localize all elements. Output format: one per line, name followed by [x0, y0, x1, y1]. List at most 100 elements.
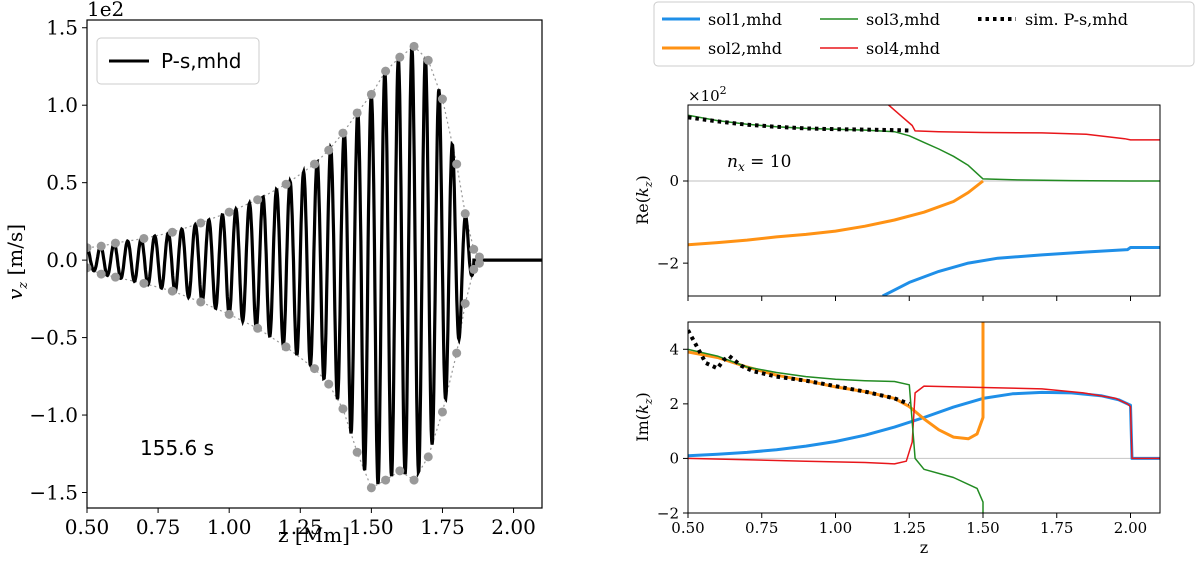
left-legend-box: [96, 37, 260, 85]
lower-envelope-point: [423, 452, 433, 462]
legend-label-sol4: sol4,mhd: [866, 39, 940, 58]
x-tick-label: 0.75: [136, 515, 181, 539]
lower-envelope-point: [474, 258, 484, 268]
upper-envelope-point: [253, 195, 263, 205]
sim-p-s-mhd-line: [688, 115, 910, 133]
x-tick-label: 0.50: [671, 519, 704, 537]
sol2-mhd-line: [688, 322, 985, 441]
y-tick-label: 1.0: [46, 93, 78, 117]
sol2-mhd-line: [688, 179, 984, 247]
upper-envelope-point: [409, 41, 419, 51]
y-tick-label: 2: [669, 395, 679, 413]
upper-envelope-point: [452, 159, 462, 169]
right-top-plot-area: [688, 105, 1160, 296]
y-tick-label: −2: [657, 504, 679, 522]
lower-envelope-point: [452, 348, 462, 358]
sol1-mhd-line: [882, 246, 1160, 296]
upper-envelope-point: [196, 218, 206, 228]
right-bottom-y-axis-label: Im(kz): [633, 392, 655, 441]
x-tick-label: 1.25: [893, 519, 926, 537]
upper-envelope-point: [167, 227, 177, 237]
x-tick-label: 2.00: [1114, 519, 1147, 537]
upper-envelope-point: [324, 145, 334, 155]
right-bottom-y-sub: z: [642, 398, 655, 405]
left-offset-label: 1e2: [87, 0, 124, 21]
lower-envelope-point: [324, 379, 334, 389]
sol1-mhd-line: [688, 390, 1160, 460]
x-tick-label: 1.00: [819, 519, 852, 537]
left-ticks: 0.50 0.75 1.00 1.25 1.50 1.75 2.00 −1.5 −1.0 −0.5…: [29, 16, 535, 539]
x-tick-label: 1.00: [207, 515, 252, 539]
x-tick-label: 0.50: [65, 515, 110, 539]
lower-envelope-point: [352, 447, 362, 457]
upper-envelope-point: [366, 89, 376, 99]
right-bottom-y-var: k: [633, 404, 652, 414]
left-legend-label: P-s,mhd: [161, 49, 241, 73]
left-plot-area: [87, 41, 542, 493]
y-tick-label: −1.0: [29, 403, 78, 427]
lower-envelope-point: [96, 269, 106, 279]
right-top-ticks: −2 0: [657, 172, 1131, 301]
right-top-nx-annotation: nx = 10: [727, 152, 791, 174]
right-top-y-axis-label: Re(kz): [633, 175, 655, 225]
legend-label-sol3: sol3,mhd: [866, 10, 940, 29]
left-legend: P-s,mhd: [96, 37, 260, 85]
lower-envelope-point: [253, 323, 263, 333]
sol3-mhd-line: [688, 348, 984, 513]
lower-envelope-point: [469, 264, 479, 274]
upper-envelope-point: [474, 252, 484, 262]
nx-rest: = 10: [745, 152, 792, 172]
lower-envelope-point: [437, 407, 447, 417]
upper-envelope-point: [352, 108, 362, 118]
sol4-mhd-line: [888, 105, 1160, 141]
left-y-var: v: [3, 288, 27, 300]
y-tick-label: 0: [669, 450, 679, 468]
right-top-y-var: k: [633, 187, 652, 197]
lower-envelope-point: [281, 342, 291, 352]
right-bottom-panel: 0.50 0.75 1.00 1.25 1.50 1.75 2.00 −2 0 2 4 z Im(k…: [633, 321, 1161, 557]
lower-envelope-point: [167, 286, 177, 296]
right-bottom-y-open: Im(: [633, 414, 652, 442]
lower-envelope-point: [381, 475, 391, 485]
nx-var: n: [727, 152, 738, 172]
legend-label-sol2: sol2,mhd: [708, 39, 782, 58]
upper-envelope-point: [338, 128, 348, 138]
y-tick-label: 1.5: [46, 16, 78, 40]
left-axes-frame: [86, 19, 543, 509]
right-top-y-close: ): [633, 175, 652, 181]
upper-envelope-point: [310, 159, 319, 169]
sim-p-s-mhd-line: [688, 329, 910, 406]
lower-envelope-point: [366, 483, 376, 493]
legend-label-sim: sim. P-s,mhd: [1025, 10, 1128, 29]
upper-envelope-point: [460, 209, 470, 219]
lower-envelope-point: [310, 364, 319, 374]
upper-envelope-point: [224, 207, 234, 217]
right-top-offset-label: ×102: [688, 84, 727, 105]
upper-envelope-point: [437, 94, 447, 104]
right-bottom-x-axis-label: z: [920, 538, 928, 557]
upper-envelope-point: [395, 52, 405, 62]
shared-legend: sol1,mhd sol3,mhd sim. P-s,mhd sol2,mhd …: [653, 1, 1195, 67]
right-bottom-ticks: 0.50 0.75 1.00 1.25 1.50 1.75 2.00 −2 0 2 4: [657, 341, 1147, 537]
y-tick-label: −1.5: [29, 481, 78, 505]
y-tick-label: 4: [669, 341, 679, 359]
lower-envelope-point: [338, 404, 348, 414]
lower-envelope-point: [196, 297, 206, 307]
left-panel: 0.50 0.75 1.00 1.25 1.50 1.75 2.00 −1.5 −1.0 −0.5…: [3, 0, 543, 547]
lower-envelope-point: [460, 299, 470, 309]
lower-envelope-point: [87, 263, 92, 273]
left-time-annotation: 155.6 s: [140, 436, 214, 460]
x-tick-label: 1.75: [420, 515, 465, 539]
y-tick-label: 0.0: [46, 248, 78, 272]
upper-envelope-point: [423, 55, 433, 65]
right-top-axes-frame: [687, 104, 1161, 297]
right-bottom-y-close: ): [633, 392, 652, 398]
right-top-panel: −2 0 ×102 Re(kz) nx = 10: [633, 84, 1161, 301]
upper-envelope-point: [381, 66, 391, 76]
right-bottom-plot-area: [688, 322, 1160, 513]
y-tick-label: 0.5: [46, 171, 78, 195]
lower-envelope-point: [139, 278, 149, 288]
upper-envelope-point: [139, 233, 149, 243]
upper-envelope-point: [96, 241, 106, 251]
